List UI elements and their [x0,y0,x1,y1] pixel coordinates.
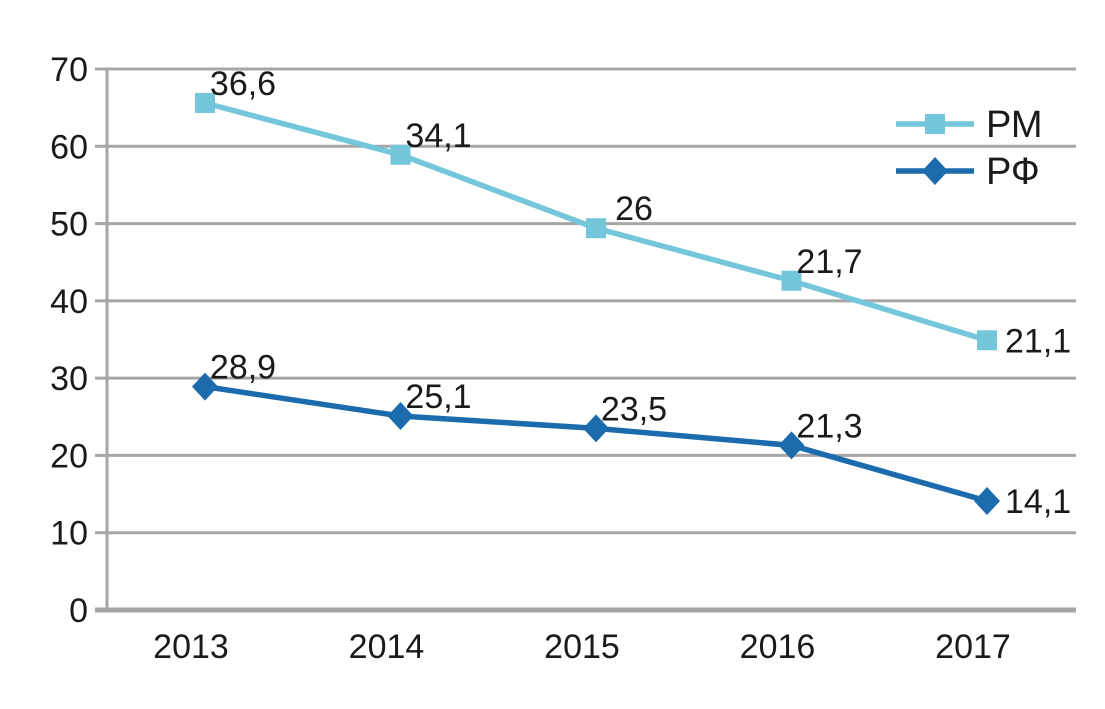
y-tick-label-70: 70 [50,51,88,89]
series-1-marker-2014 [387,402,414,431]
x-tick-label-2013: 2013 [153,628,229,666]
series-0-marker-2014 [390,144,411,165]
x-tick-label-2015: 2015 [544,628,620,666]
series-0-data-label-2015: 26 [615,190,653,228]
series-0-data-label-2013: 36,6 [210,65,276,103]
series-0-marker-2015 [586,218,606,239]
series-1-data-label-2014: 25,1 [405,378,471,416]
series-1-marker-2013 [192,372,218,401]
series-0-data-label-2014: 34,1 [405,117,471,155]
legend-swatch-0 [925,114,945,134]
y-tick-label-40: 40 [50,283,88,321]
y-tick-label-20: 20 [50,437,88,475]
series-1-data-label-2013: 28,9 [210,349,276,387]
series-0-marker-2013 [195,93,215,114]
y-tick-label-60: 60 [50,128,88,166]
y-tick-label-30: 30 [50,360,88,398]
y-tick-label-10: 10 [50,515,88,553]
x-tick-label-2014: 2014 [349,628,425,666]
legend-swatch-1 [922,157,948,185]
series-1-data-label-2015: 23,5 [601,390,667,428]
series-0-marker-2017 [977,330,997,351]
series-0-data-label-2017: 21,1 [1005,322,1071,360]
x-tick-label-2017: 2017 [935,628,1011,666]
y-tick-label-50: 50 [50,206,88,244]
x-tick-label-2016: 2016 [740,628,816,666]
legend-label-0: РМ [986,104,1043,146]
series-1-marker-2016 [778,431,805,460]
legend-label-1: РФ [986,151,1040,193]
series-1-marker-2017 [974,487,1000,516]
series-1-data-label-2016: 21,3 [796,407,862,445]
series-1-data-label-2017: 14,1 [1005,483,1071,521]
series-1-marker-2015 [583,414,609,443]
series-0-marker-2016 [781,270,802,291]
y-tick-label-0: 0 [69,592,88,630]
series-0-data-label-2016: 21,7 [796,243,862,281]
series-line-1 [204,383,988,504]
